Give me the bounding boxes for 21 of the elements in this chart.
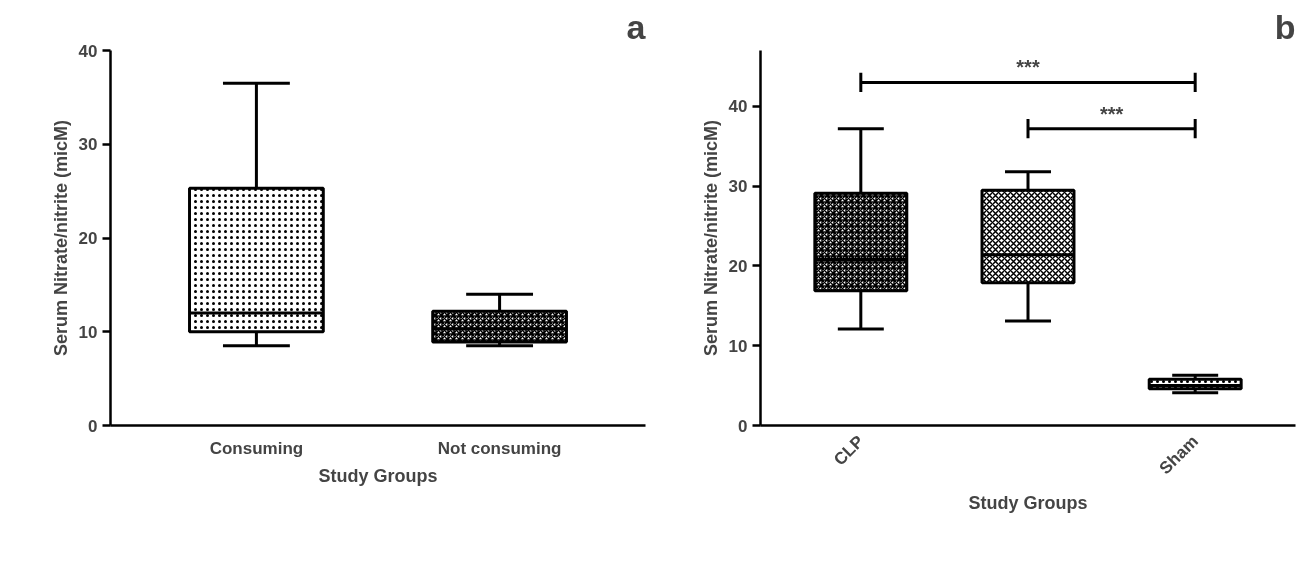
y-tick-label: 10 xyxy=(78,322,98,342)
text: a xyxy=(626,7,647,46)
y-tick-label: 30 xyxy=(78,135,98,155)
y-axis-title: Serum Nitrate/nitrite (micM) xyxy=(700,119,721,357)
y-tick-label: 40 xyxy=(78,41,98,61)
x-tick-label: CLP xyxy=(830,431,868,470)
y-tick-label: 0 xyxy=(738,416,748,436)
x-tick-label: Consuming xyxy=(209,438,304,458)
y-tick-label: 30 xyxy=(728,177,748,197)
y-tick-label: 10 xyxy=(728,336,748,356)
text: b xyxy=(1274,7,1296,46)
x-axis-title: Study Groups xyxy=(318,465,438,486)
annotation: *** xyxy=(1099,102,1124,125)
y-tick-label: 40 xyxy=(728,97,748,117)
y-axis-title: Serum Nitrate/nitrite (micM) xyxy=(50,119,71,357)
y-tick-label: 20 xyxy=(78,229,98,248)
y-tick-label: 0 xyxy=(88,416,98,436)
annotation: *** xyxy=(1016,56,1040,79)
x-axis-title: Study Groups xyxy=(968,492,1088,513)
x-tick-label: Not consuming xyxy=(437,438,562,458)
y-tick-label: 20 xyxy=(728,256,748,276)
